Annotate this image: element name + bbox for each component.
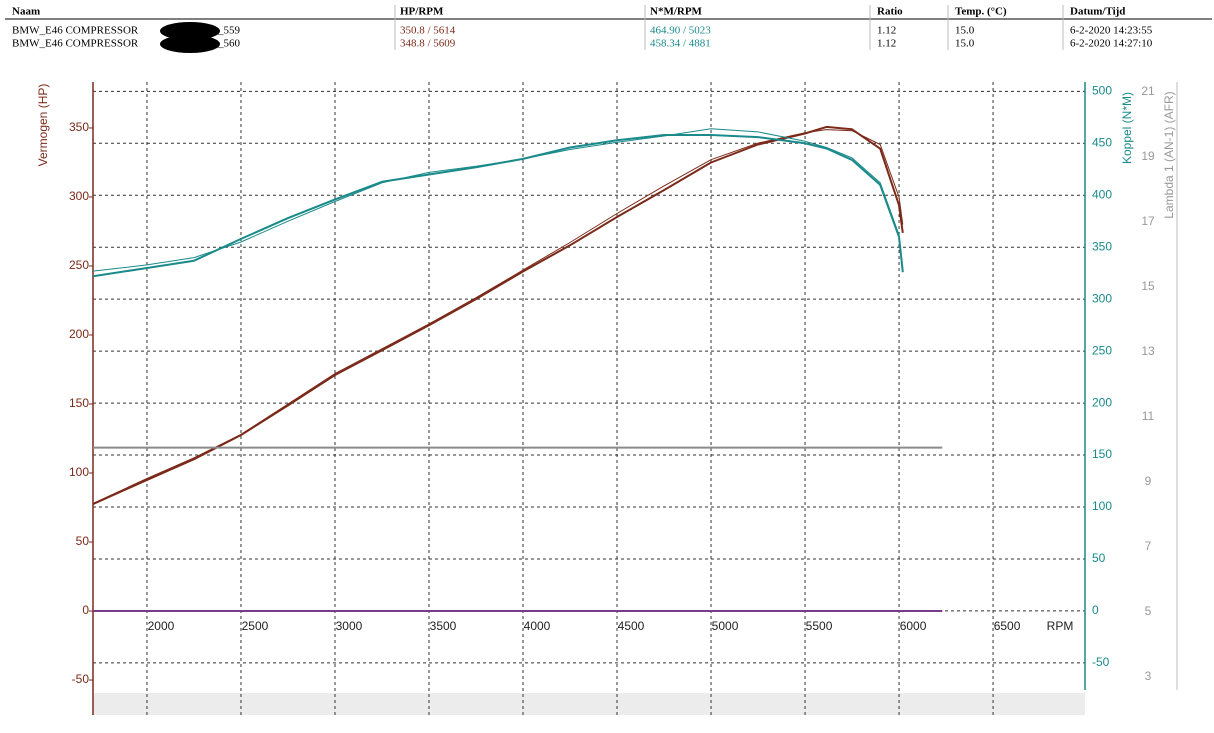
y-tick-label: 50: [76, 534, 90, 548]
y3-tick-label: 17: [1141, 214, 1155, 228]
y-axis-label: Vermogen (HP): [36, 84, 50, 167]
column-header: Temp. (°C): [955, 6, 1007, 18]
series-line: [92, 128, 904, 272]
y-tick-label: 0: [82, 603, 89, 617]
column-header: Ratio: [877, 6, 903, 18]
y2-tick-label: 400: [1092, 187, 1112, 201]
x-tick-bg: [900, 619, 937, 635]
redaction: [160, 35, 220, 53]
bottom-band: [93, 693, 1085, 715]
header-table: Naam HP/RPM N*M/RPM Ratio Temp. (°C) Datum/Ti…: [5, 5, 1212, 53]
y3-tick-label: 5: [1145, 604, 1152, 618]
cell-hp: 350.8 / 5614: [400, 25, 456, 37]
y3-axis-label: Lambda 1 (AN-1) (AFR): [1162, 91, 1176, 218]
x-tick-label: 3500: [430, 619, 457, 633]
run-name-suffix: _559: [217, 25, 241, 37]
cell-date: 6-2-2020 14:27:10: [1070, 38, 1153, 50]
x-tick-bg: [712, 619, 749, 635]
cell-torque: 458.34 / 4881: [650, 38, 711, 50]
x-tick-label: 6000: [900, 619, 927, 633]
x-tick-bg: [994, 619, 1031, 635]
x-tick-label: 4500: [618, 619, 645, 633]
y2-axis-label: Koppel (N*M): [1120, 92, 1134, 164]
y2-tick-label: 100: [1092, 499, 1112, 513]
x-tick-label: 2000: [148, 619, 175, 633]
x-tick-bg: [618, 619, 655, 635]
y-tick-label: 150: [69, 396, 89, 410]
y2-tick-label: 450: [1092, 135, 1112, 149]
column-header: HP/RPM: [400, 6, 444, 18]
x-tick-label: 5500: [806, 619, 833, 633]
y-tick-label: 250: [69, 258, 89, 272]
run-name: BMW_E46 COMPRESSOR: [12, 25, 139, 37]
column-header: Datum/Tijd: [1070, 6, 1125, 18]
y3-tick-label: 15: [1141, 279, 1155, 293]
x-tick-bg: [147, 619, 184, 635]
cell-hp: 348.8 / 5609: [400, 38, 456, 50]
y3-tick-label: 19: [1141, 149, 1155, 163]
column-header: Naam: [12, 6, 40, 18]
x-tick-label: 5000: [712, 619, 739, 633]
y3-tick-label: 9: [1145, 474, 1152, 488]
column-header: N*M/RPM: [650, 6, 703, 18]
y-tick-label: 200: [69, 327, 89, 341]
y-tick-label: -50: [72, 672, 90, 686]
cell-date: 6-2-2020 14:23:55: [1070, 25, 1153, 37]
y-tick-label: 300: [69, 189, 89, 203]
run-name-suffix: _560: [217, 38, 241, 50]
series-line: [92, 129, 904, 504]
y3-tick-label: 11: [1142, 409, 1155, 423]
x-tick-bg: [524, 619, 561, 635]
series-line: [92, 125, 904, 506]
x-axis-label: RPM: [1047, 619, 1074, 633]
y3-tick-label: 21: [1141, 84, 1155, 98]
y3-tick-label: 7: [1145, 539, 1152, 553]
y2-tick-label: 50: [1092, 551, 1106, 565]
series-line: [92, 134, 904, 278]
run-name: BMW_E46 COMPRESSOR: [12, 38, 139, 50]
y3-tick-label: 3: [1145, 669, 1152, 683]
y2-tick-label: 250: [1092, 343, 1112, 357]
cell-temp: 15.0: [955, 38, 975, 50]
x-tick-bg: [241, 619, 278, 635]
y2-tick-label: 300: [1092, 291, 1112, 305]
y2-tick-label: 150: [1092, 447, 1112, 461]
x-tick-bg: [429, 619, 466, 635]
x-tick-label: 2500: [242, 619, 269, 633]
chart: 2000 2500 3000 3500 4000 4500 5000 5500 6000 6500…: [36, 82, 1178, 715]
x-tick-label: 3000: [336, 619, 363, 633]
cell-torque: 464.90 / 5023: [650, 25, 711, 37]
y2-tick-label: 200: [1092, 395, 1112, 409]
x-tick-label: 4000: [524, 619, 551, 633]
cell-ratio: 1.12: [877, 25, 896, 37]
y-tick-label: 100: [69, 465, 89, 479]
y-tick-label: 350: [69, 120, 89, 134]
y2-tick-label: 350: [1092, 239, 1112, 253]
x-tick-bg: [806, 619, 843, 635]
y2-tick-label: 500: [1092, 84, 1112, 98]
x-tick-bg: [335, 619, 372, 635]
cell-ratio: 1.12: [877, 38, 896, 50]
y2-tick-label: 0: [1092, 603, 1099, 617]
redaction: [160, 22, 220, 40]
cell-temp: 15.0: [955, 25, 975, 37]
x-tick-label: 6500: [994, 619, 1021, 633]
y3-tick-label: 13: [1141, 344, 1155, 358]
y2-tick-label: -50: [1092, 655, 1110, 669]
